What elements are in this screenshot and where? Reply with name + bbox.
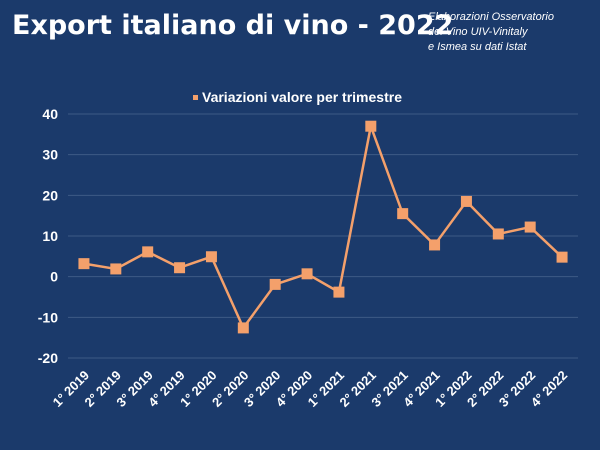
data-point <box>429 239 441 251</box>
data-point <box>142 246 154 258</box>
source-line: del Vino UIV-Vinitaly <box>428 26 528 38</box>
y-tick-label: -20 <box>38 350 58 366</box>
data-point <box>174 262 186 274</box>
legend-label: Variazioni valore per trimestre <box>202 89 402 105</box>
data-point <box>524 221 536 233</box>
data-point <box>237 322 249 334</box>
data-point <box>269 278 281 290</box>
data-point <box>397 208 409 220</box>
y-tick-label: 0 <box>50 269 58 285</box>
y-tick-label: 30 <box>42 147 58 163</box>
data-point <box>333 286 345 298</box>
data-point <box>556 251 568 263</box>
source-line: e Ismea su dati Istat <box>428 41 527 53</box>
source-note: Elaborazioni Osservatorio del Vino UIV-V… <box>428 10 588 55</box>
series-line <box>83 124 563 330</box>
y-tick-label: 10 <box>42 228 58 244</box>
y-axis-ticks: -20 -10 0 10 20 30 40 <box>38 106 58 366</box>
series <box>78 120 568 334</box>
data-point <box>110 263 122 275</box>
source-line: Elaborazioni Osservatorio <box>428 11 554 23</box>
y-tick-label: 40 <box>42 106 58 122</box>
data-point <box>492 228 504 240</box>
y-tick-label: -10 <box>38 309 58 325</box>
data-point <box>78 258 90 270</box>
y-tick-label: 20 <box>42 187 58 203</box>
data-point <box>365 120 377 132</box>
x-tick-label: 4° 2022 <box>528 368 570 410</box>
grid <box>68 113 578 359</box>
data-point <box>460 195 472 207</box>
page-title: Export italiano di vino - 2022 <box>12 10 454 41</box>
legend: Variazioni valore per trimestre <box>193 89 402 105</box>
data-point <box>205 251 217 263</box>
legend-swatch <box>193 95 198 100</box>
data-point <box>301 268 313 280</box>
